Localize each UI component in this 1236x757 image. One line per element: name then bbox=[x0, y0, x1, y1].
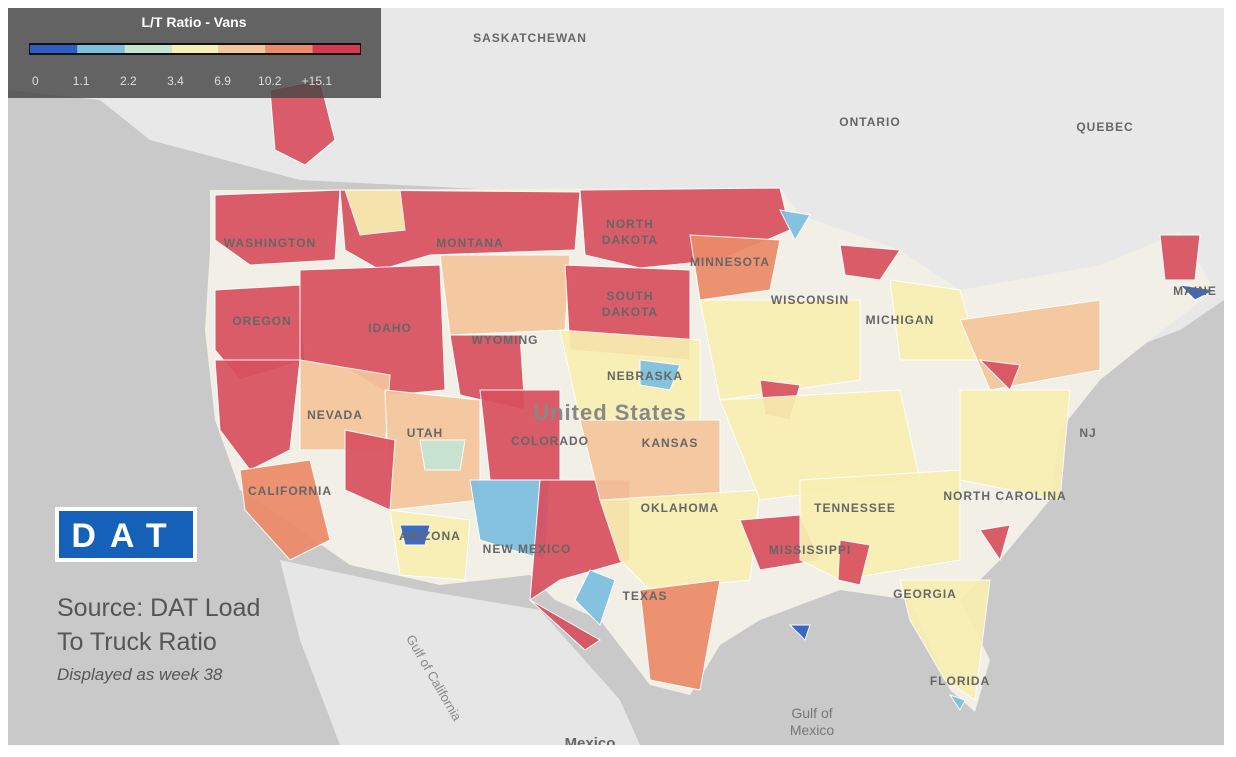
map-label: NEVADA bbox=[307, 408, 363, 422]
map-label: DAKOTA bbox=[602, 305, 658, 319]
legend-tick-label: +15.1 bbox=[302, 74, 333, 88]
map-label: Gulf of bbox=[791, 705, 832, 721]
map-label: UTAH bbox=[407, 426, 443, 440]
legend-swatch bbox=[124, 45, 172, 53]
legend-tick-label: 1.1 bbox=[73, 74, 90, 88]
legend-swatch bbox=[171, 45, 219, 53]
map-label: NEBRASKA bbox=[607, 369, 683, 383]
map-label: WASHINGTON bbox=[224, 236, 316, 250]
legend-swatch bbox=[30, 45, 78, 53]
map-label: KANSAS bbox=[642, 436, 699, 450]
source-line: Source: DAT Load bbox=[57, 594, 260, 622]
map-label: CALIFORNIA bbox=[248, 484, 332, 498]
map-label: WYOMING bbox=[472, 333, 539, 347]
map-label: MONTANA bbox=[436, 236, 503, 250]
map-label: IDAHO bbox=[368, 321, 412, 335]
legend-swatch bbox=[77, 45, 125, 53]
mexico bbox=[280, 560, 640, 745]
map-label: WISCONSIN bbox=[771, 293, 849, 307]
map-label: NORTH CAROLINA bbox=[943, 489, 1066, 503]
legend-swatch bbox=[218, 45, 266, 53]
legend-tick-label: 2.2 bbox=[120, 74, 137, 88]
map-label: MICHIGAN bbox=[866, 313, 935, 327]
map-label: ARIZONA bbox=[399, 529, 461, 543]
map-label: NJ bbox=[1079, 426, 1096, 440]
map-label: MINNESOTA bbox=[690, 255, 770, 269]
map-label: NORTH bbox=[606, 217, 654, 231]
legend-swatch bbox=[312, 45, 360, 53]
map-label: QUEBEC bbox=[1076, 120, 1133, 134]
logo-box bbox=[59, 511, 193, 558]
logo-text: DAT bbox=[71, 517, 180, 555]
source-line: To Truck Ratio bbox=[57, 628, 217, 656]
legend-swatch bbox=[265, 45, 313, 53]
legend-tick-label: 6.9 bbox=[214, 74, 231, 88]
map-label: TENNESSEE bbox=[814, 501, 896, 515]
map-label: Mexico bbox=[790, 722, 835, 738]
map-label: OREGON bbox=[232, 314, 291, 328]
map-label: ONTARIO bbox=[839, 115, 900, 129]
map-label: MAINE bbox=[1173, 284, 1217, 298]
logo: DAT bbox=[55, 507, 197, 562]
legend-title: L/T Ratio - Vans bbox=[141, 14, 246, 30]
map-label: FLORIDA bbox=[930, 674, 990, 688]
map-label: NEW MEXICO bbox=[483, 542, 572, 556]
map-label: MISSISSIPPI bbox=[769, 543, 851, 557]
map-label: TEXAS bbox=[622, 589, 667, 603]
map-label: DAKOTA bbox=[602, 233, 658, 247]
legend: L/T Ratio - Vans 0 1.1 2.2 3.4 6.9 10.2 +15.1 bbox=[8, 8, 381, 98]
source-note: Displayed as week 38 bbox=[57, 665, 223, 684]
map-label: SASKATCHEWAN bbox=[473, 31, 587, 45]
legend-tick-label: 0 bbox=[32, 74, 39, 88]
frame-bottom bbox=[0, 745, 1236, 757]
map-label: SOUTH bbox=[607, 289, 654, 303]
map-label: GEORGIA bbox=[893, 587, 957, 601]
map-label: OKLAHOMA bbox=[641, 501, 720, 515]
load-ratio-regions bbox=[214, 79, 1217, 711]
map-label: COLORADO bbox=[511, 434, 589, 448]
map-label: United States bbox=[533, 400, 687, 425]
legend-tick-label: 3.4 bbox=[167, 74, 184, 88]
legend-tick-label: 10.2 bbox=[258, 74, 282, 88]
